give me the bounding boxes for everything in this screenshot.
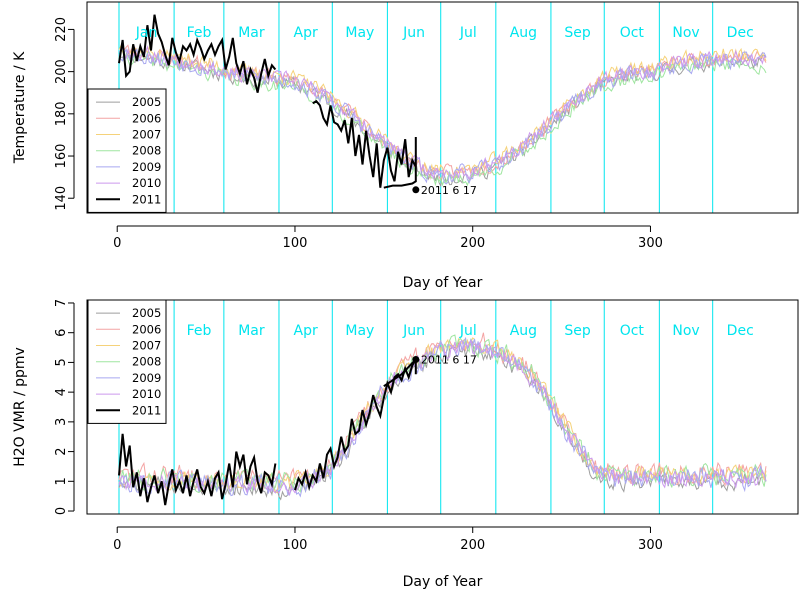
legend-label: 2011: [132, 192, 161, 206]
y-tick-label: 4: [54, 388, 69, 396]
water-vapor-panel: 2011 6 17 JanFebMarAprMayJunJulAugSepOct…: [12, 299, 799, 590]
x-tick-label: 300: [638, 538, 663, 553]
month-label: Apr: [294, 323, 318, 339]
month-label: Aug: [510, 25, 537, 41]
month-label: Sep: [564, 323, 591, 339]
x-tick-label: 200: [460, 538, 485, 553]
plot-frame: [86, 1, 799, 214]
month-label: Jun: [402, 323, 425, 339]
series-2011-segment-1: [294, 358, 417, 492]
latest-point-marker: [412, 355, 420, 363]
month-label: Nov: [672, 323, 699, 339]
month-label: Oct: [620, 25, 645, 41]
month-label: Jul: [459, 323, 477, 339]
y-tick-label: 6: [54, 329, 69, 337]
month-label: Feb: [187, 25, 212, 41]
month-label: Oct: [620, 323, 645, 339]
legend-label: 2010: [132, 176, 161, 190]
legend-label: 2006: [132, 111, 161, 125]
y-axis-title: H2O VMR / ppmv: [12, 347, 28, 467]
axes: 0 100 200 300 140 160 180 200 220: [54, 1, 799, 251]
legend-label: 2007: [132, 339, 161, 353]
legend: 2005 2006 2007 2008 2009 2010 2011: [87, 88, 167, 213]
x-tick-label: 300: [638, 236, 663, 251]
x-tick-label: 100: [283, 538, 308, 553]
y-tick-label: 220: [54, 17, 69, 42]
legend: 2005 2006 2007 2008 2009 2010 2011: [87, 299, 167, 424]
legend-label: 2010: [132, 387, 161, 401]
series-2011-segment-2: [383, 356, 417, 388]
legend-label: 2007: [132, 128, 161, 142]
month-label: May: [345, 25, 374, 41]
month-label: Sep: [564, 25, 591, 41]
current-year-series: 2011 6 17: [118, 353, 477, 506]
temperature-panel: 2011 6 17 Jan Feb Mar Apr May Jun Jul Aug Sep Oct…: [12, 1, 799, 291]
month-labels: Jan Feb Mar Apr May Jun Jul Aug Sep Oct Nov Dec: [135, 25, 754, 41]
x-tick-label: 0: [113, 538, 121, 553]
axes: 0 100 200 300 0 1 2 3 4 5 6 7: [54, 299, 799, 553]
month-label: Jan: [135, 25, 158, 41]
legend-label: 2006: [132, 322, 161, 336]
month-label: Apr: [294, 25, 318, 41]
month-label: Jul: [459, 25, 477, 41]
x-axis-title: Day of Year: [403, 275, 483, 291]
x-tick-label: 0: [113, 236, 121, 251]
series-2011-segment-0: [118, 433, 277, 506]
y-axis-title: Temperature / K: [12, 51, 28, 164]
y-tick-label: 5: [54, 358, 69, 366]
y-tick-label: 3: [54, 418, 69, 426]
background-series: [118, 44, 767, 188]
series-2011-segment-0: [118, 14, 277, 93]
legend-label: 2005: [132, 95, 161, 109]
x-tick-label: 200: [460, 236, 485, 251]
series-2011-segment-2: [383, 137, 417, 189]
legend-label: 2009: [132, 371, 161, 385]
month-label: Dec: [727, 323, 754, 339]
plot-frame: [86, 299, 799, 515]
month-label: Mar: [238, 323, 265, 339]
y-tick-label: 7: [54, 299, 69, 307]
y-tick-label: 140: [54, 186, 69, 211]
y-tick-label: 2: [54, 447, 69, 455]
y-tick-label: 160: [54, 144, 69, 169]
y-tick-label: 200: [54, 59, 69, 84]
y-tick-label: 1: [54, 477, 69, 485]
month-label: Feb: [187, 323, 212, 339]
latest-point-label: 2011 6 17: [421, 184, 477, 197]
legend-label: 2011: [132, 403, 161, 417]
month-label: Dec: [727, 25, 754, 41]
x-tick-label: 100: [283, 236, 308, 251]
latest-point-label: 2011 6 17: [421, 353, 477, 366]
y-tick-label: 0: [54, 507, 69, 515]
legend-label: 2008: [132, 355, 161, 369]
legend-label: 2005: [132, 306, 161, 320]
y-tick-label: 180: [54, 101, 69, 126]
month-divider-lines: [118, 2, 714, 213]
latest-point-marker: [412, 186, 420, 194]
month-label: May: [345, 323, 374, 339]
month-label: Aug: [510, 323, 537, 339]
legend-label: 2009: [132, 160, 161, 174]
month-label: Mar: [238, 25, 265, 41]
series-2010: [118, 45, 767, 181]
month-label: Nov: [672, 25, 699, 41]
series-2009: [118, 47, 767, 185]
x-axis-title: Day of Year: [403, 574, 483, 590]
series-2011-segment-1: [312, 99, 417, 188]
month-label: Jun: [402, 25, 425, 41]
current-year-series: 2011 6 17: [118, 14, 477, 197]
legend-label: 2008: [132, 144, 161, 158]
